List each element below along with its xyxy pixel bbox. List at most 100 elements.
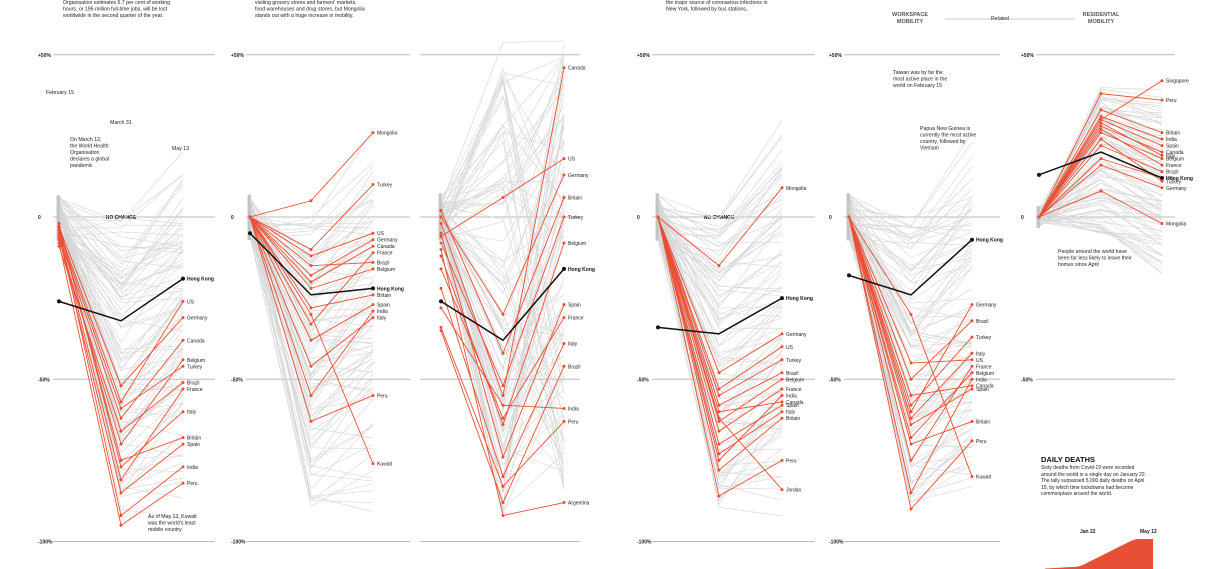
series-label: Brazil bbox=[568, 364, 581, 370]
annotation-may13: May 13 bbox=[172, 146, 189, 152]
series-point bbox=[371, 183, 375, 187]
background-dot bbox=[438, 203, 442, 207]
background-dot bbox=[247, 235, 251, 238]
series-point bbox=[780, 345, 784, 349]
background-country-line bbox=[1038, 219, 1163, 273]
series-label: Peru bbox=[976, 439, 987, 445]
series-point bbox=[181, 436, 185, 440]
background-dot bbox=[846, 230, 850, 233]
background-country-line bbox=[440, 72, 565, 226]
series-label: Britain bbox=[976, 419, 990, 425]
background-dot bbox=[1036, 207, 1040, 211]
series-point bbox=[780, 186, 784, 190]
series-point bbox=[181, 481, 185, 485]
background-dot bbox=[438, 220, 442, 224]
annotation-who: declares a global bbox=[70, 157, 109, 163]
intro-text-1: worldwide in the second quarter of the y… bbox=[63, 13, 163, 19]
background-dot bbox=[247, 226, 251, 229]
background-dot bbox=[846, 228, 850, 231]
background-country-line bbox=[657, 162, 783, 233]
series-point bbox=[309, 286, 313, 290]
background-country-line bbox=[440, 78, 565, 394]
background-country-line bbox=[58, 239, 184, 331]
series-label: Britain bbox=[1166, 131, 1180, 137]
background-dot bbox=[438, 237, 442, 240]
background-dot bbox=[846, 200, 850, 203]
series-point bbox=[780, 410, 784, 414]
series-point bbox=[780, 371, 784, 375]
background-country-line bbox=[440, 222, 565, 461]
background-country-line bbox=[657, 229, 783, 277]
background-dot bbox=[655, 217, 659, 221]
y-tick-label: -50% bbox=[637, 377, 649, 383]
highlight-label: Hong Kong bbox=[187, 277, 214, 283]
background-dot bbox=[655, 210, 659, 213]
series-point bbox=[1099, 189, 1103, 193]
background-dot bbox=[846, 236, 850, 240]
series-label: Brazil bbox=[786, 371, 799, 377]
background-dot bbox=[846, 225, 850, 229]
annotation-residential: been far less likely to leave their bbox=[1058, 256, 1132, 262]
background-dot bbox=[56, 233, 60, 236]
series-label: Italy bbox=[187, 410, 197, 416]
background-dot bbox=[1036, 212, 1040, 215]
series-point bbox=[439, 231, 443, 235]
series-label: Peru bbox=[377, 393, 388, 399]
background-dot bbox=[655, 196, 659, 200]
series-point bbox=[780, 377, 784, 381]
daily-deaths-area bbox=[1045, 539, 1153, 569]
y-tick-label: 0 bbox=[829, 215, 832, 221]
series-label: Brazil bbox=[976, 319, 989, 325]
series-point bbox=[439, 286, 443, 290]
series-label: Germany bbox=[1166, 186, 1187, 192]
background-country-line bbox=[1038, 202, 1163, 246]
panel-6: +50% 0 -50% Peru BritainIndiaSpainCanadaItal… bbox=[1021, 53, 1193, 384]
background-country-line bbox=[657, 136, 783, 220]
background-dot bbox=[846, 198, 850, 201]
series-label: Peru bbox=[187, 481, 198, 487]
background-country-line bbox=[440, 80, 565, 480]
background-country-line bbox=[657, 168, 783, 265]
background-country-line bbox=[58, 215, 184, 285]
series-point bbox=[57, 228, 61, 232]
series-point bbox=[1099, 131, 1103, 135]
background-country-line bbox=[249, 236, 374, 502]
y-tick-label: -100% bbox=[231, 540, 246, 546]
annotation-png: Vietnam bbox=[920, 146, 939, 152]
series-label: Spain bbox=[568, 303, 581, 309]
series-point bbox=[1099, 144, 1103, 148]
series-point bbox=[309, 247, 313, 251]
background-country-line bbox=[440, 222, 565, 512]
background-dot bbox=[655, 237, 659, 240]
background-dot bbox=[846, 210, 850, 214]
background-country-line bbox=[249, 233, 374, 450]
series-label: Britain bbox=[568, 196, 582, 202]
background-dot bbox=[846, 196, 850, 200]
series-point bbox=[119, 523, 123, 527]
series-point bbox=[717, 403, 721, 407]
background-country-line bbox=[1038, 212, 1163, 257]
background-country-line bbox=[58, 206, 184, 248]
series-point bbox=[371, 260, 375, 264]
series-point bbox=[717, 442, 721, 446]
series-point bbox=[909, 393, 913, 397]
background-country-line bbox=[657, 170, 783, 257]
series-label: Peru bbox=[786, 458, 797, 464]
series-point bbox=[57, 241, 61, 245]
series-point bbox=[656, 215, 660, 219]
background-country-line bbox=[848, 232, 973, 357]
series-point bbox=[970, 319, 974, 323]
series-point bbox=[181, 410, 185, 414]
background-dot bbox=[438, 226, 442, 229]
background-country-line bbox=[58, 196, 184, 258]
background-country-line bbox=[848, 235, 973, 415]
background-country-line bbox=[249, 130, 374, 226]
series-point bbox=[181, 364, 185, 368]
series-point bbox=[439, 267, 443, 271]
series-label: Belgium bbox=[976, 371, 994, 377]
series-point bbox=[562, 406, 566, 410]
background-country-line bbox=[440, 212, 565, 450]
series-label: Italy bbox=[1166, 153, 1176, 159]
series-point bbox=[1160, 221, 1164, 225]
background-country-line bbox=[848, 216, 973, 399]
